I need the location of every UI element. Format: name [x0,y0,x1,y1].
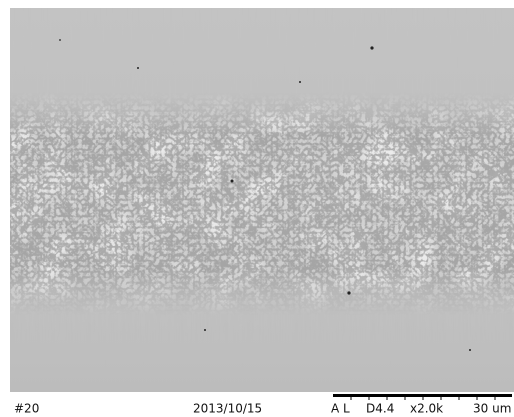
working-distance: D4.4 [366,402,394,416]
scale-label: 30 um [473,402,511,416]
scale-bar [333,394,512,397]
sample-id: #20 [14,402,39,416]
mode: A L [331,402,350,416]
date: 2013/10/15 [193,402,262,416]
weld-band [10,8,514,392]
scale-ticks [350,397,496,400]
magnification: x2.0k [410,402,443,416]
particles [59,39,471,351]
